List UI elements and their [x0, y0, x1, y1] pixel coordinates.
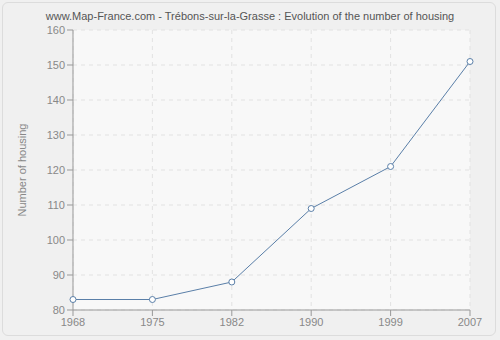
- svg-text:1968: 1968: [61, 316, 85, 328]
- svg-text:150: 150: [47, 59, 65, 71]
- svg-text:1999: 1999: [378, 316, 402, 328]
- svg-text:1975: 1975: [140, 316, 164, 328]
- svg-text:120: 120: [47, 164, 65, 176]
- svg-text:90: 90: [53, 269, 65, 281]
- svg-text:1982: 1982: [220, 316, 244, 328]
- svg-text:160: 160: [47, 24, 65, 36]
- svg-text:130: 130: [47, 129, 65, 141]
- svg-text:Number of housing: Number of housing: [16, 124, 28, 217]
- svg-text:140: 140: [47, 94, 65, 106]
- html-text:www.Map-France.com - Trébons-s: www.Map-France.com - Trébons-sur-la-Gras…: [45, 10, 455, 22]
- svg-text:110: 110: [47, 199, 65, 211]
- svg-text:2007: 2007: [458, 316, 482, 328]
- svg-text:100: 100: [47, 234, 65, 246]
- svg-text:1990: 1990: [299, 316, 323, 328]
- svg-text:80: 80: [53, 304, 65, 316]
